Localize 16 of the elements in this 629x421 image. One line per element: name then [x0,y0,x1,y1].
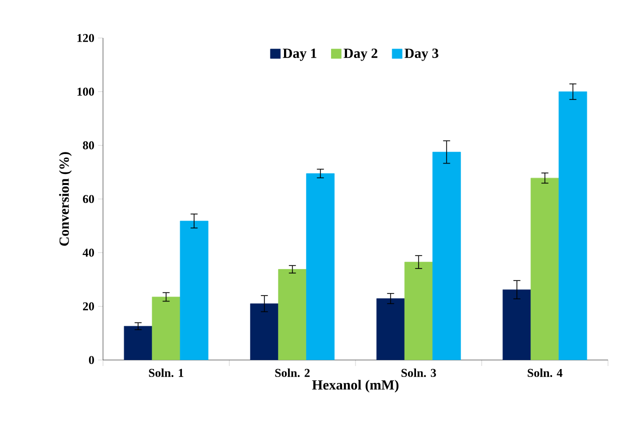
x-tick-label: Soln. 4 [528,368,562,377]
y-axis-title: Conversion (%) [59,152,72,246]
legend-label: Day 3 [404,48,438,61]
x-axis-title: Hexanol (mM) [312,380,398,392]
y-tick-label: 40 [82,248,94,257]
x-tick-label: Soln. 3 [401,368,436,377]
x-tick-label: Soln. 1 [148,368,184,377]
x-tick-label: Soln. 2 [275,368,310,377]
legend-label: Day 1 [282,48,316,61]
legend-label: Day 2 [344,48,378,61]
y-tick-label: 0 [88,356,94,364]
y-tick-label: 60 [82,194,94,204]
y-tick-label: 80 [82,141,94,150]
y-tick-label: 100 [78,88,94,96]
y-tick-label: 20 [83,302,94,310]
y-tick-label: 120 [78,34,94,42]
